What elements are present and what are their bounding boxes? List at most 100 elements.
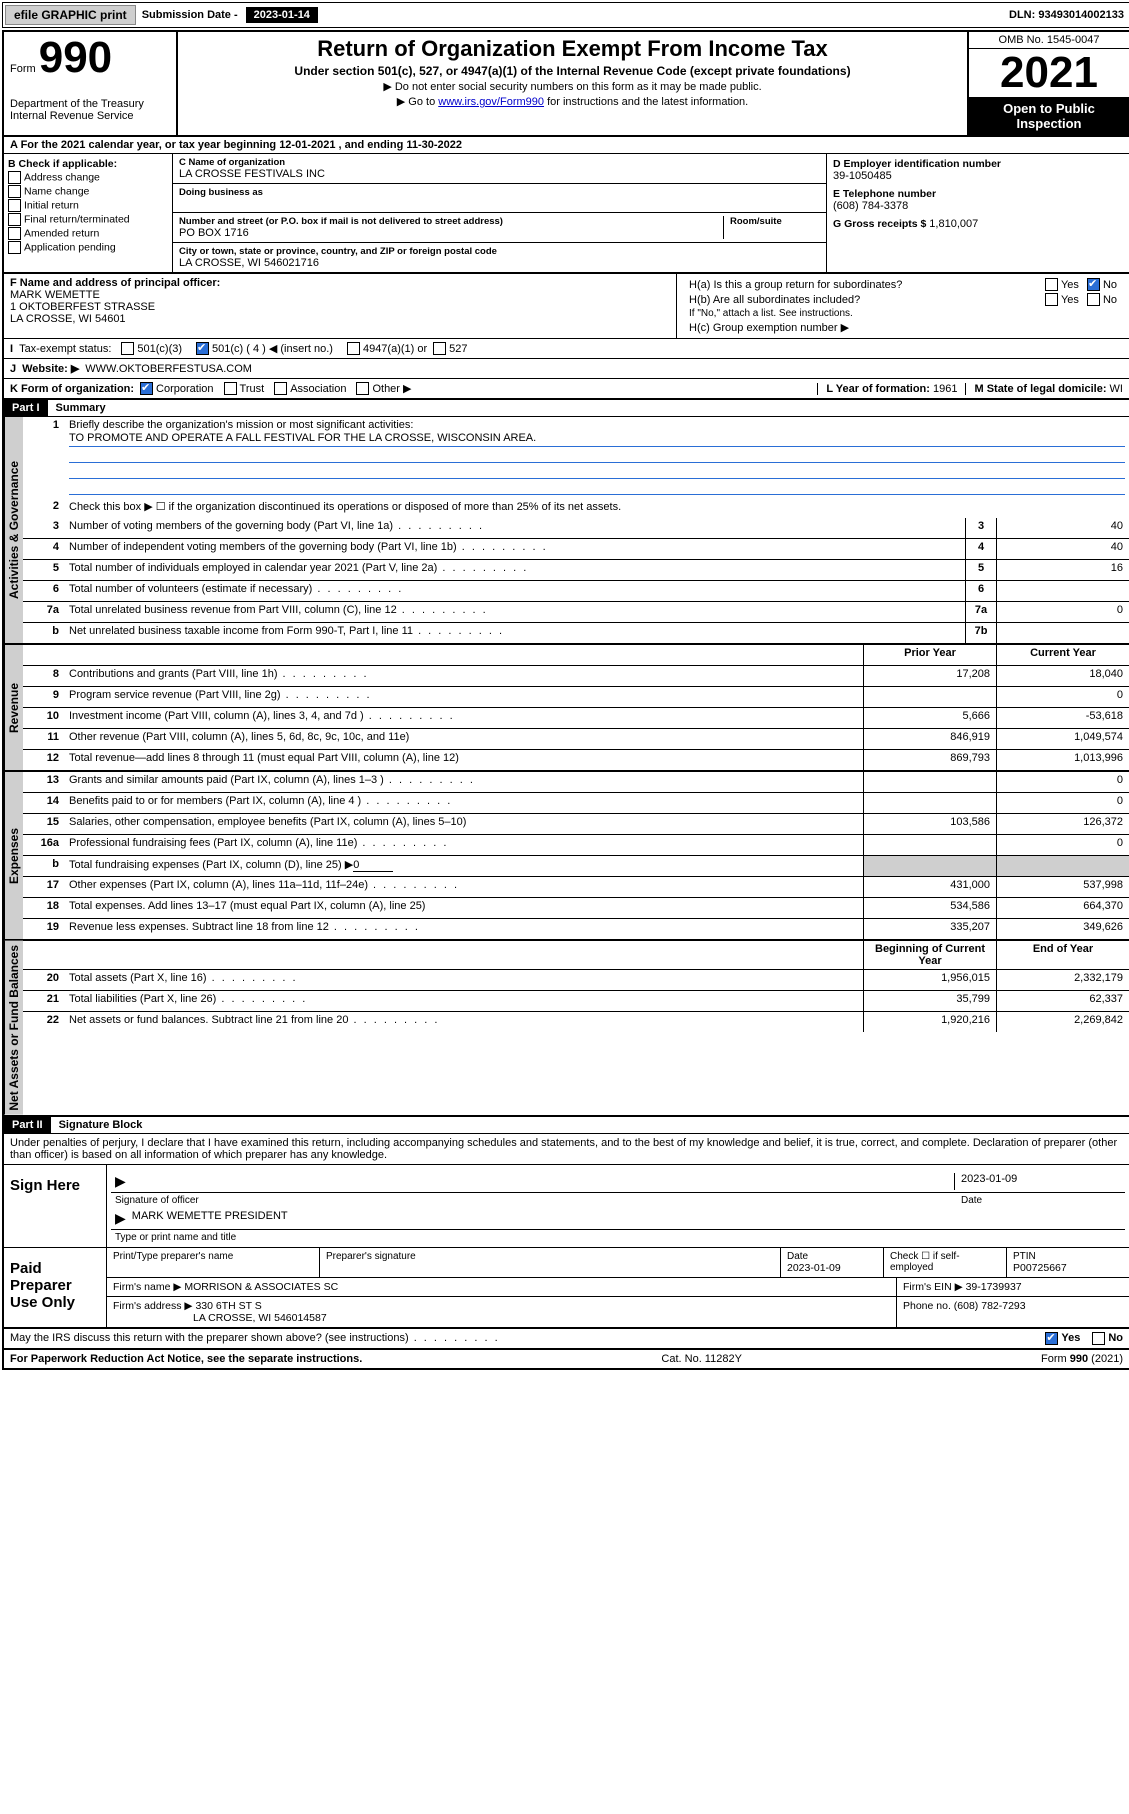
arrow-icon: ▶ (115, 1173, 126, 1190)
l17: Other expenses (Part IX, column (A), lin… (65, 877, 863, 897)
dept-treasury: Department of the Treasury (10, 98, 170, 110)
discuss-no-chk[interactable] (1092, 1332, 1105, 1345)
l21: Total liabilities (Part X, line 26) (65, 991, 863, 1011)
chk-other[interactable] (356, 382, 369, 395)
v6 (996, 581, 1129, 601)
part1-title: Summary (48, 400, 114, 416)
sig-officer-label: Signature of officer (115, 1195, 961, 1206)
state-domicile: WI (1110, 383, 1123, 395)
form-container: Form 990 Department of the Treasury Inte… (2, 30, 1129, 1370)
dba-row: Doing business as (173, 184, 826, 213)
chk-initial-return[interactable]: Initial return (8, 199, 168, 212)
l22: Net assets or fund balances. Subtract li… (65, 1012, 863, 1032)
top-toolbar: efile GRAPHIC print Submission Date - 20… (2, 2, 1129, 28)
mission-blank-1 (69, 448, 1125, 463)
firm-ein: 39-1739937 (966, 1281, 1022, 1293)
type-name-label: Type or print name and title (111, 1232, 1125, 1243)
chk-application-pending[interactable]: Application pending (8, 241, 168, 254)
chk-corp[interactable] (140, 382, 153, 395)
perjury-declaration: Under penalties of perjury, I declare th… (4, 1134, 1129, 1165)
side-expenses: Expenses (4, 772, 23, 939)
chk-501c3[interactable] (121, 342, 134, 355)
prior-year-header: Prior Year (863, 645, 996, 665)
v3: 40 (996, 518, 1129, 538)
ha-no-chk[interactable] (1087, 278, 1100, 291)
open-public-badge: Open to Public Inspection (969, 97, 1129, 135)
prep-sig-label: Preparer's signature (326, 1251, 774, 1262)
sign-here-block: Sign Here ▶ 2023-01-09 Signature of offi… (4, 1165, 1129, 1248)
efile-print-button[interactable]: efile GRAPHIC print (5, 5, 136, 25)
beg-year-header: Beginning of Current Year (863, 941, 996, 969)
p22: 1,920,216 (863, 1012, 996, 1032)
expenses-block: Expenses 13Grants and similar amounts pa… (4, 772, 1129, 941)
header-center: Return of Organization Exempt From Incom… (178, 32, 967, 135)
p19: 335,207 (863, 919, 996, 939)
chk-4947[interactable] (347, 342, 360, 355)
c21: 62,337 (996, 991, 1129, 1011)
hb-label: H(b) Are all subordinates included? (689, 294, 1045, 306)
p14 (863, 793, 996, 813)
sign-here-label: Sign Here (4, 1165, 107, 1247)
l10: Investment income (Part VIII, column (A)… (65, 708, 863, 728)
ptin-label: PTIN (1013, 1251, 1123, 1262)
chk-name-change[interactable]: Name change (8, 185, 168, 198)
c13: 0 (996, 772, 1129, 792)
date-label: Date (961, 1195, 1121, 1206)
c9: 0 (996, 687, 1129, 707)
prep-date-label: Date (787, 1251, 877, 1262)
l16a: Professional fundraising fees (Part IX, … (65, 835, 863, 855)
gross-label: G Gross receipts $ (833, 218, 929, 230)
officer-name: MARK WEMETTE (10, 289, 670, 301)
chk-assoc[interactable] (274, 382, 287, 395)
col-b-checkboxes: B Check if applicable: Address change Na… (4, 154, 173, 272)
p16b-grey (863, 856, 996, 876)
l13: Grants and similar amounts paid (Part IX… (65, 772, 863, 792)
mission-blank-2 (69, 464, 1125, 479)
omb-number: OMB No. 1545-0047 (969, 32, 1129, 49)
c11: 1,049,574 (996, 729, 1129, 749)
side-activities: Activities & Governance (4, 417, 23, 643)
firm-phone: (608) 782-7293 (954, 1300, 1026, 1312)
self-employed-label: Check ☐ if self-employed (890, 1251, 1000, 1273)
chk-501c[interactable] (196, 342, 209, 355)
l3: Number of voting members of the governin… (65, 518, 965, 538)
p18: 534,586 (863, 898, 996, 918)
end-year-header: End of Year (996, 941, 1129, 969)
city-value: LA CROSSE, WI 546021716 (179, 257, 820, 269)
l12: Total revenue—add lines 8 through 11 (mu… (65, 750, 863, 770)
chk-amended-return[interactable]: Amended return (8, 227, 168, 240)
net-assets-block: Net Assets or Fund Balances Beginning of… (4, 941, 1129, 1115)
hb-yes-chk[interactable] (1045, 293, 1058, 306)
ha-yes-chk[interactable] (1045, 278, 1058, 291)
l8: Contributions and grants (Part VIII, lin… (65, 666, 863, 686)
part1-title-row: Part I Summary (4, 400, 1129, 417)
form-note-1: ▶ Do not enter social security numbers o… (186, 80, 959, 93)
ha-label: H(a) Is this a group return for subordin… (689, 279, 1045, 291)
chk-final-return[interactable]: Final return/terminated (8, 213, 168, 226)
chk-trust[interactable] (224, 382, 237, 395)
street-row: Number and street (or P.O. box if mail i… (173, 213, 826, 243)
street-value: PO BOX 1716 (179, 227, 723, 239)
gross-value: 1,810,007 (929, 218, 978, 230)
l16b: Total fundraising expenses (Part IX, col… (65, 856, 863, 876)
part2-title: Signature Block (51, 1117, 151, 1133)
discuss-yes-chk[interactable] (1045, 1332, 1058, 1345)
irs-link[interactable]: www.irs.gov/Form990 (438, 96, 544, 108)
pt-name-label: Print/Type preparer's name (113, 1251, 313, 1262)
p21: 35,799 (863, 991, 996, 1011)
footer-row: For Paperwork Reduction Act Notice, see … (4, 1350, 1129, 1368)
header-right: OMB No. 1545-0047 2021 Open to Public In… (967, 32, 1129, 135)
ein-value: 39-1050485 (833, 170, 1123, 182)
paperwork-notice: For Paperwork Reduction Act Notice, see … (10, 1353, 362, 1365)
c8: 18,040 (996, 666, 1129, 686)
part2-header: Part II (4, 1117, 51, 1133)
chk-address-change[interactable]: Address change (8, 171, 168, 184)
l11: Other revenue (Part VIII, column (A), li… (65, 729, 863, 749)
ptin-value: P00725667 (1013, 1262, 1123, 1274)
hb-no-chk[interactable] (1087, 293, 1100, 306)
chk-527[interactable] (433, 342, 446, 355)
p16a (863, 835, 996, 855)
c20: 2,332,179 (996, 970, 1129, 990)
l15: Salaries, other compensation, employee b… (65, 814, 863, 834)
cat-no: Cat. No. 11282Y (661, 1353, 742, 1365)
